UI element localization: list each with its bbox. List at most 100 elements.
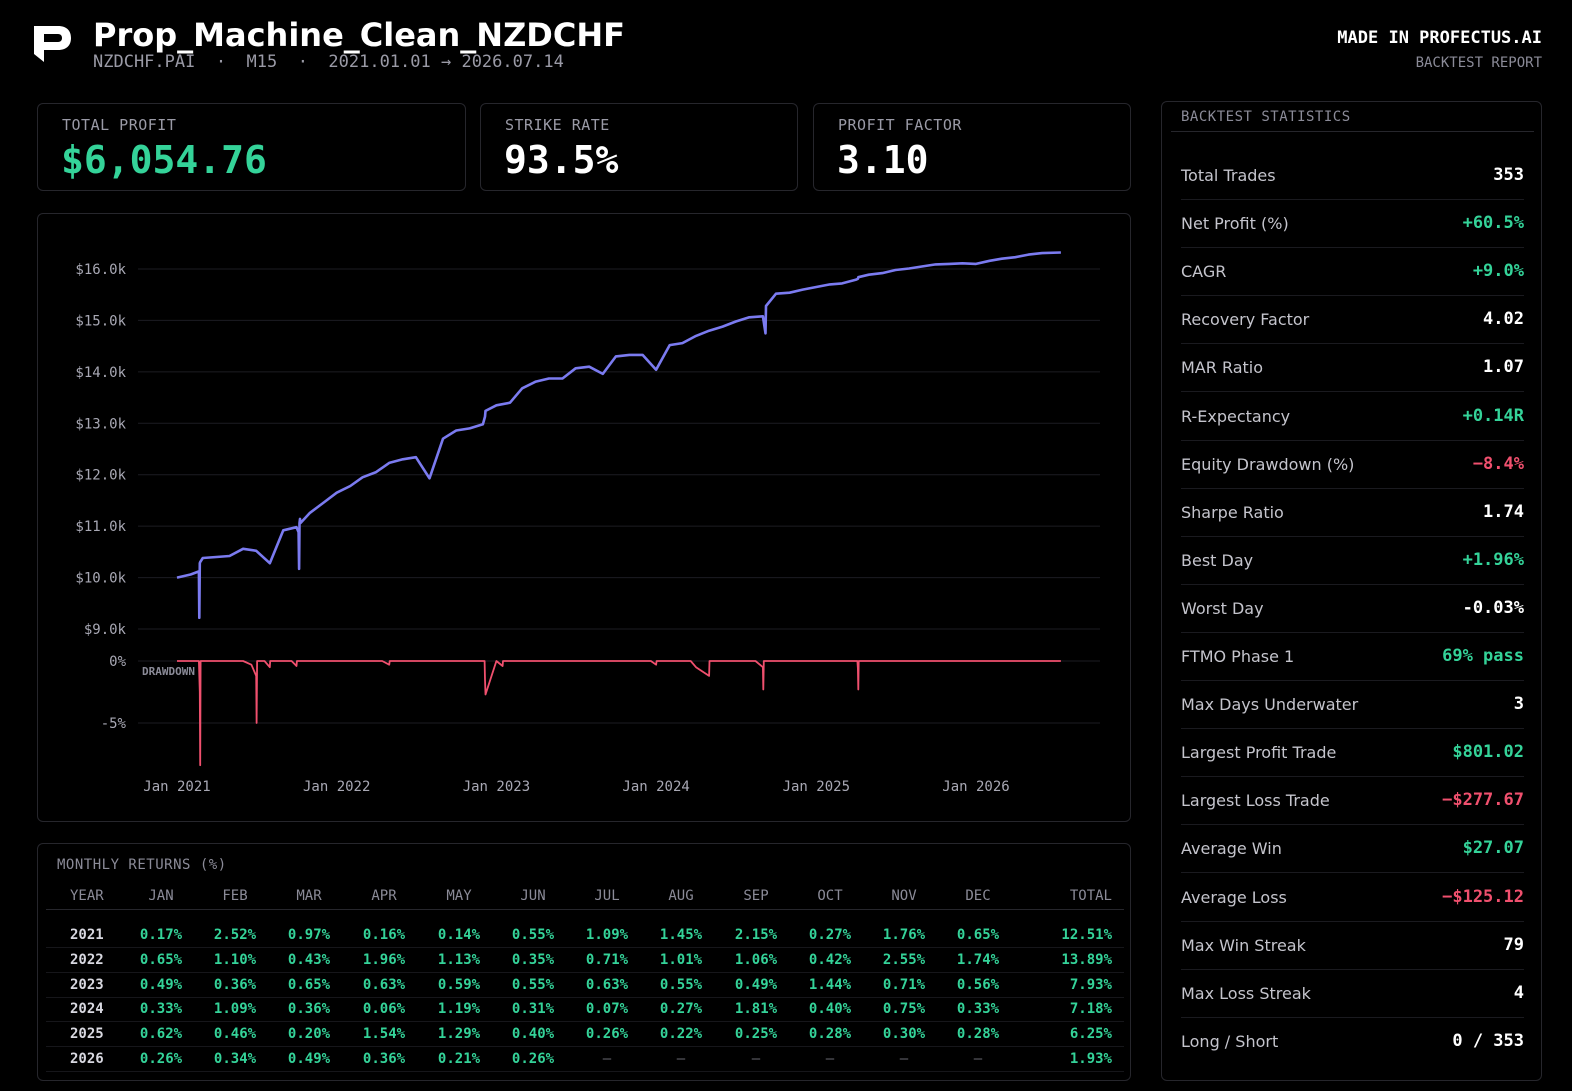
total-cell: 13.89% <box>1061 951 1112 968</box>
stat-row: Max Win Streak 79 <box>1181 922 1524 970</box>
month-return-cell: 1.06% <box>734 951 778 968</box>
month-return-cell: 0.17% <box>139 927 183 943</box>
total-cell: 7.18% <box>1069 1001 1112 1018</box>
stat-value: $27.07 <box>1462 838 1524 859</box>
kpi-label: STRIKE RATE <box>505 116 610 134</box>
year-cell: 2024 <box>70 1001 104 1018</box>
month-return-cell: 2.15% <box>734 927 778 943</box>
month-return-cell: 1.81% <box>734 1001 778 1018</box>
month-return-cell: 0.42% <box>808 951 852 968</box>
stat-row: Max Days Underwater 3 <box>1181 681 1524 730</box>
kpi-label: TOTAL PROFIT <box>62 116 177 134</box>
month-return-cell: 0.16% <box>362 927 406 943</box>
total-cell: 7.93% <box>1069 976 1112 993</box>
month-return-cell: 0.21% <box>437 1051 481 1067</box>
kpi-value: 93.5% <box>504 138 619 182</box>
stat-value: 4 <box>1513 982 1524 1003</box>
stat-label: Max Win Streak <box>1181 935 1306 955</box>
month-return-cell: 0.56% <box>956 976 1000 993</box>
column-header-may: MAY <box>446 888 472 904</box>
stat-row: CAGR +9.0% <box>1181 248 1524 297</box>
stat-label: Worst Day <box>1181 598 1264 618</box>
stat-value: 1.07 <box>1483 357 1524 378</box>
month-return-cell: 2.55% <box>882 951 926 968</box>
month-return-cell: 0.28% <box>808 1026 852 1043</box>
page-title: Prop_Machine_Clean_NZDCHF <box>93 16 625 54</box>
x-tick-label: Jan 2023 <box>463 779 530 795</box>
y-tick-label: $15.0k <box>75 313 126 329</box>
month-return-cell: — <box>602 1051 612 1067</box>
kpi-label: PROFIT FACTOR <box>838 116 962 134</box>
column-header-jan: JAN <box>148 888 174 904</box>
month-return-cell: 1.01% <box>659 951 703 968</box>
stat-row: MAR Ratio 1.07 <box>1181 344 1524 393</box>
stat-label: Average Win <box>1181 839 1282 859</box>
month-return-cell: 0.65% <box>956 927 1000 943</box>
stat-row: FTMO Phase 1 69% pass <box>1181 633 1524 681</box>
month-return-cell: 0.27% <box>659 1001 703 1018</box>
stat-row: Net Profit (%) +60.5% <box>1181 200 1524 249</box>
stat-value: −8.4% <box>1472 453 1524 474</box>
x-tick-label: Jan 2025 <box>783 779 850 795</box>
month-return-cell: 0.59% <box>437 976 481 993</box>
year-cell: 2026 <box>70 1051 104 1067</box>
month-return-cell: 0.55% <box>511 927 555 943</box>
x-tick-label: Jan 2026 <box>942 779 1009 795</box>
stat-row: Max Loss Streak 4 <box>1181 970 1524 1018</box>
month-return-cell: 0.28% <box>956 1026 1000 1043</box>
month-return-cell: — <box>973 1051 983 1067</box>
month-return-cell: 0.65% <box>287 976 331 993</box>
month-return-cell: 1.44% <box>808 976 852 993</box>
month-return-cell: 0.65% <box>139 951 183 968</box>
y-tick-label: $13.0k <box>75 416 126 432</box>
month-return-cell: 0.46% <box>213 1026 257 1043</box>
x-tick-label: Jan 2022 <box>303 779 370 795</box>
stat-row: Recovery Factor 4.02 <box>1181 296 1524 345</box>
column-header-oct: OCT <box>817 888 843 904</box>
month-return-cell: 0.31% <box>511 1001 555 1018</box>
stat-label: Max Days Underwater <box>1181 695 1359 715</box>
report-subtitle: NZDCHF.PAI · M15 · 2021.01.01 → 2026.07.… <box>93 52 564 72</box>
stat-label: R-Expectancy <box>1181 406 1291 426</box>
stat-label: Largest Profit Trade <box>1181 743 1337 763</box>
month-return-cell: 0.27% <box>808 927 852 943</box>
stat-label: Max Loss Streak <box>1181 983 1311 1003</box>
table-row: 2025 0.62% 0.46% 0.20% 1.54% 1.29% 0.40% 0.26% 0… <box>46 1022 1124 1048</box>
month-return-cell: 0.07% <box>585 1001 629 1018</box>
month-return-cell: 0.36% <box>362 1051 406 1067</box>
column-header-year: YEAR <box>70 888 104 904</box>
month-return-cell: 0.30% <box>882 1026 926 1043</box>
stat-label: Total Trades <box>1181 166 1276 185</box>
month-return-cell: — <box>899 1051 909 1067</box>
monthly-returns-header: YEAR JAN FEB MAR APR MAY JUN JUL AUG SEP OCT NOV DEC… <box>46 884 1124 910</box>
stat-value: -0.03% <box>1462 597 1524 618</box>
month-return-cell: 0.43% <box>287 951 331 968</box>
month-return-cell: 0.26% <box>139 1051 183 1067</box>
column-header-aug: AUG <box>668 888 694 904</box>
month-return-cell: 1.29% <box>437 1026 481 1043</box>
stat-label: Best Day <box>1181 550 1254 570</box>
month-return-cell: 0.25% <box>734 1026 778 1043</box>
stat-row: Average Loss −$125.12 <box>1181 874 1524 922</box>
month-return-cell: 0.75% <box>882 1001 926 1018</box>
month-return-cell: 0.26% <box>585 1026 629 1043</box>
month-return-cell: — <box>676 1051 686 1067</box>
stats-title: BACKTEST STATISTICS <box>1181 109 1351 125</box>
month-return-cell: 0.63% <box>585 976 629 993</box>
month-return-cell: 1.10% <box>213 951 257 968</box>
month-return-cell: 0.55% <box>659 976 703 993</box>
month-return-cell: 1.19% <box>437 1001 481 1018</box>
stat-value: 353 <box>1493 165 1524 185</box>
stat-row: Largest Profit Trade $801.02 <box>1181 729 1524 778</box>
month-return-cell: 0.06% <box>362 1001 406 1018</box>
year-cell: 2025 <box>70 1026 104 1043</box>
monthly-returns-card: MONTHLY RETURNS (%) YEAR JAN FEB MAR APR MAY J… <box>37 843 1131 1081</box>
month-return-cell: 0.49% <box>734 976 778 993</box>
stat-value: −$125.12 <box>1442 886 1524 907</box>
month-return-cell: 0.33% <box>956 1001 1000 1018</box>
kpi-value: $6,054.76 <box>61 138 267 182</box>
equity-drawdown-chart: $9.0k $10.0k $11.0k $12.0k $13.0k $14.0k $15.0… <box>75 251 1100 795</box>
stat-value: +9.0% <box>1472 261 1524 282</box>
drawdown-y-tick-label: -5% <box>101 716 127 732</box>
month-return-cell: 1.76% <box>882 927 926 943</box>
